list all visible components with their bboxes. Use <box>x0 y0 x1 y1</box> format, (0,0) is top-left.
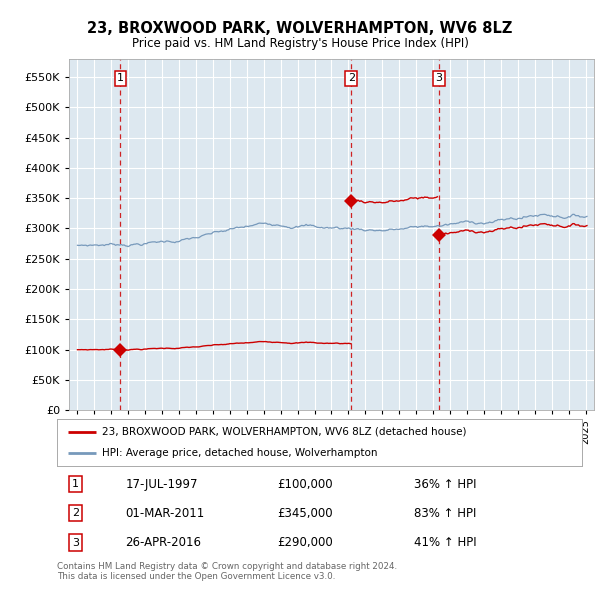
Text: 1: 1 <box>117 73 124 83</box>
Text: £290,000: £290,000 <box>277 536 333 549</box>
Text: 23, BROXWOOD PARK, WOLVERHAMPTON, WV6 8LZ (detached house): 23, BROXWOOD PARK, WOLVERHAMPTON, WV6 8L… <box>101 427 466 437</box>
Text: 1: 1 <box>72 479 79 489</box>
Text: 83% ↑ HPI: 83% ↑ HPI <box>414 507 476 520</box>
Text: Contains HM Land Registry data © Crown copyright and database right 2024.: Contains HM Land Registry data © Crown c… <box>57 562 397 571</box>
Text: 3: 3 <box>72 537 79 548</box>
Text: 23, BROXWOOD PARK, WOLVERHAMPTON, WV6 8LZ: 23, BROXWOOD PARK, WOLVERHAMPTON, WV6 8L… <box>88 21 512 36</box>
Text: 01-MAR-2011: 01-MAR-2011 <box>125 507 205 520</box>
Text: 2: 2 <box>348 73 355 83</box>
Text: 41% ↑ HPI: 41% ↑ HPI <box>414 536 476 549</box>
Text: Price paid vs. HM Land Registry's House Price Index (HPI): Price paid vs. HM Land Registry's House … <box>131 37 469 50</box>
Text: 3: 3 <box>435 73 442 83</box>
Text: 26-APR-2016: 26-APR-2016 <box>125 536 201 549</box>
Text: 36% ↑ HPI: 36% ↑ HPI <box>414 477 476 491</box>
Text: £345,000: £345,000 <box>277 507 333 520</box>
Text: 17-JUL-1997: 17-JUL-1997 <box>125 477 198 491</box>
Text: £100,000: £100,000 <box>277 477 333 491</box>
Text: HPI: Average price, detached house, Wolverhampton: HPI: Average price, detached house, Wolv… <box>101 448 377 458</box>
Text: This data is licensed under the Open Government Licence v3.0.: This data is licensed under the Open Gov… <box>57 572 335 581</box>
Text: 2: 2 <box>72 509 79 518</box>
